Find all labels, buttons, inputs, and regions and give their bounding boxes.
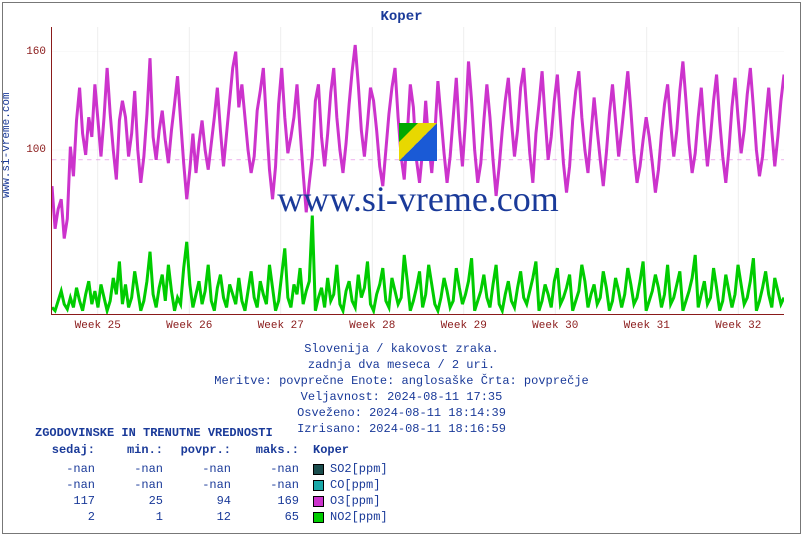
y-axis-label: www.si-vreme.com xyxy=(1,92,13,198)
legend-col-header: maks.: xyxy=(239,442,299,458)
y-tick: 100 xyxy=(26,144,46,156)
legend-value: -nan xyxy=(239,461,299,477)
legend-col: sedaj:-nan-nan1172 xyxy=(35,442,103,525)
legend-series-label: NO2[ppm] xyxy=(330,509,388,525)
legend-value: 169 xyxy=(239,493,299,509)
x-tick: Week 32 xyxy=(715,320,761,332)
legend-value: -nan xyxy=(171,461,231,477)
legend-value: -nan xyxy=(103,477,163,493)
legend-row: O3[ppm] xyxy=(313,493,388,509)
y-tick: 160 xyxy=(26,46,46,58)
legend-title: ZGODOVINSKE IN TRENUTNE VREDNOSTI xyxy=(35,426,388,440)
caption-line: zadnja dva meseca / 2 uri. xyxy=(3,357,800,373)
x-tick: Week 30 xyxy=(532,320,578,332)
legend-value: 12 xyxy=(171,509,231,525)
legend-series-label: O3[ppm] xyxy=(330,493,380,509)
x-tick: Week 29 xyxy=(441,320,487,332)
x-tick: Week 31 xyxy=(624,320,670,332)
x-tick: Week 28 xyxy=(349,320,395,332)
legend-col: min.:-nan-nan251 xyxy=(103,442,171,525)
legend-row: SO2[ppm] xyxy=(313,461,388,477)
legend-value: -nan xyxy=(171,477,231,493)
legend-row: CO[ppm] xyxy=(313,477,388,493)
legend-swatch-icon xyxy=(313,496,324,507)
caption-line: Slovenija / kakovost zraka. xyxy=(3,341,800,357)
legend-label-header: Koper xyxy=(313,442,388,458)
legend-swatch-icon xyxy=(313,480,324,491)
legend-labels-col: Koper SO2[ppm]CO[ppm]O3[ppm]NO2[ppm] xyxy=(313,442,388,525)
plot-area: www.si-vreme.com 100160 Week 25Week 26We… xyxy=(51,27,784,315)
caption-line: Osveženo: 2024-08-11 18:14:39 xyxy=(3,405,800,421)
legend-row: NO2[ppm] xyxy=(313,509,388,525)
legend-value: -nan xyxy=(103,461,163,477)
caption-line: Meritve: povprečne Enote: anglosaške Črt… xyxy=(3,373,800,389)
legend-col: maks.:-nan-nan16965 xyxy=(239,442,307,525)
x-tick: Week 25 xyxy=(75,320,121,332)
legend-series-label: SO2[ppm] xyxy=(330,461,388,477)
legend-value: -nan xyxy=(239,477,299,493)
caption-line: Veljavnost: 2024-08-11 17:35 xyxy=(3,389,800,405)
legend-swatch-icon xyxy=(313,464,324,475)
legend-col: povpr.:-nan-nan9412 xyxy=(171,442,239,525)
watermark-text: www.si-vreme.com xyxy=(277,178,559,220)
chart-title: Koper xyxy=(3,9,800,25)
legend-swatch-icon xyxy=(313,512,324,523)
legend-col-header: sedaj: xyxy=(35,442,95,458)
legend-value: 65 xyxy=(239,509,299,525)
x-tick: Week 27 xyxy=(258,320,304,332)
x-tick: Week 26 xyxy=(166,320,212,332)
watermark-logo-icon xyxy=(399,123,437,161)
legend-value: -nan xyxy=(35,477,95,493)
legend-col-header: min.: xyxy=(103,442,163,458)
legend-series-label: CO[ppm] xyxy=(330,477,380,493)
legend-value: 25 xyxy=(103,493,163,509)
chart-container: Koper www.si-vreme.com www.si-vreme.com … xyxy=(2,2,801,534)
legend-col-header: povpr.: xyxy=(171,442,231,458)
legend-value: 94 xyxy=(171,493,231,509)
legend-value: 2 xyxy=(35,509,95,525)
legend-value: 117 xyxy=(35,493,95,509)
legend-value: -nan xyxy=(35,461,95,477)
legend: ZGODOVINSKE IN TRENUTNE VREDNOSTI sedaj:… xyxy=(35,426,388,525)
legend-value: 1 xyxy=(103,509,163,525)
